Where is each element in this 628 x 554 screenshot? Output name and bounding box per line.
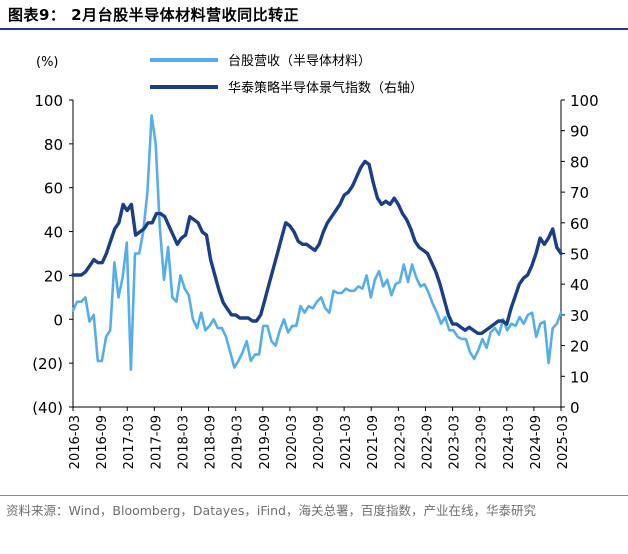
- left-axis-unit-label: (%): [36, 55, 59, 70]
- x-axis-tick-label: 2024-03: [502, 415, 517, 469]
- x-axis-tick-label: 2020-03: [285, 415, 300, 469]
- series-line-1: [71, 114, 563, 372]
- x-axis-tick-label: 2024-09: [529, 415, 544, 469]
- series-line-2: [71, 159, 563, 335]
- x-axis-tick-label: 2023-03: [448, 415, 463, 469]
- legend-label-series-1: 台股营收（半导体材料）: [228, 54, 371, 69]
- right-axis-tick-label: 50: [570, 246, 589, 264]
- left-axis-tick-label: 80: [44, 136, 63, 154]
- x-axis-tick-label: 2019-09: [258, 415, 273, 469]
- left-axis-tick-label: (20): [32, 355, 63, 373]
- x-axis-tick-label: 2016-09: [95, 415, 110, 469]
- right-axis-tick-label: 0: [570, 399, 580, 417]
- right-axis-tick-label: 40: [570, 276, 589, 294]
- left-axis-tick-label: 20: [44, 267, 63, 285]
- x-axis-tick-label: 2022-03: [393, 415, 408, 469]
- x-axis-tick-label: 2020-09: [312, 415, 327, 469]
- chart-title: 图表9： 2月台股半导体材料营收同比转正: [8, 6, 300, 24]
- x-axis-tick-label: 2018-09: [204, 415, 219, 469]
- x-axis-tick-label: 2019-03: [231, 415, 246, 469]
- source-note: 资料来源：Wind，Bloomberg，Datayes，iFind，海关总署，百…: [6, 503, 536, 518]
- plot-area: [71, 114, 563, 372]
- legend: 台股营收（半导体材料） 华泰策略半导体景气指数（右轴）: [150, 54, 423, 96]
- source-divider: [0, 495, 628, 496]
- chart: 台股营收（半导体材料） 华泰策略半导体景气指数（右轴） (%) (40) (20)…: [32, 54, 598, 469]
- x-axis-tick-label: 2017-03: [122, 415, 137, 469]
- legend-label-series-2: 华泰策略半导体景气指数（右轴）: [228, 80, 423, 96]
- left-axis-tick-label: (40): [32, 399, 63, 417]
- left-axis-tick-label: 40: [44, 224, 63, 242]
- x-axis-tick-label: 2018-03: [176, 415, 191, 469]
- x-axis-tick-label: 2016-03: [68, 415, 83, 469]
- left-axis-tick-label: 0: [53, 311, 63, 329]
- x-axis-tick-label: 2023-09: [475, 415, 490, 469]
- right-axis-tick-label: 30: [570, 307, 589, 325]
- left-axis-tick-label: 100: [34, 92, 63, 110]
- right-axis-tick-label: 60: [570, 215, 589, 233]
- x-axis-tick-label: 2021-09: [366, 415, 381, 469]
- right-axis-tick-label: 10: [570, 368, 589, 386]
- title-divider: [0, 28, 628, 30]
- right-axis-tick-label: 100: [570, 92, 599, 110]
- x-axis-tick-label: 2021-03: [339, 415, 354, 469]
- right-axis-tick-label: 90: [570, 123, 589, 141]
- axes: (40) (20) 0 20 40 60 80 100 0 10 20 30 40 50 60 70 80 90 1…: [32, 92, 598, 469]
- left-axis-tick-label: 60: [44, 180, 63, 198]
- x-axis-tick-label: 2017-09: [149, 415, 164, 469]
- x-axis-tick-label: 2022-09: [420, 415, 435, 469]
- right-axis-tick-label: 80: [570, 153, 589, 171]
- x-axis-tick-label: 2025-03: [556, 415, 571, 469]
- right-axis-tick-label: 20: [570, 338, 589, 356]
- right-axis-tick-label: 70: [570, 184, 589, 202]
